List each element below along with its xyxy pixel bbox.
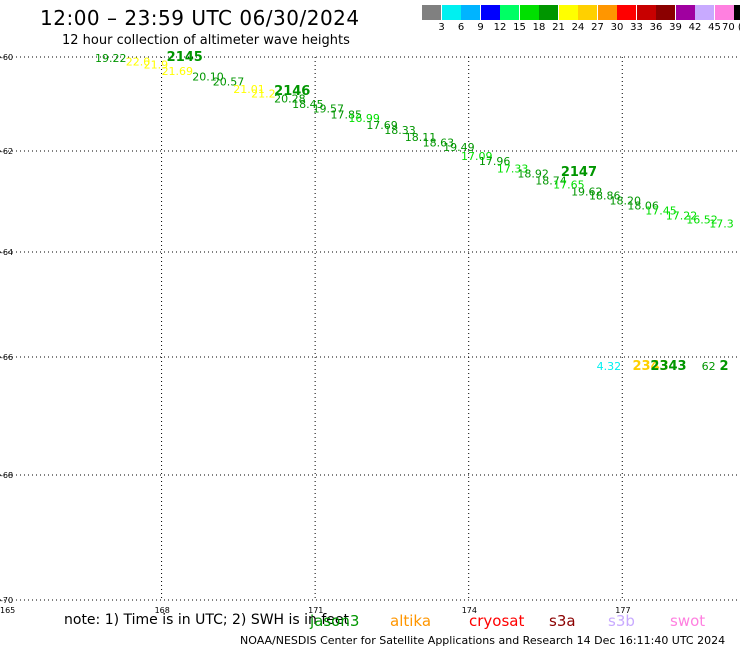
wave-height-value: 20.10 (192, 71, 224, 84)
pass-number-label: 2146 (274, 84, 310, 99)
wave-height-value: 21.69 (162, 65, 194, 78)
wave-height-value: 17.65 (553, 178, 585, 191)
color-scale-label: 33 (630, 22, 643, 33)
wave-height-value: 20.28 (274, 92, 306, 105)
wave-height-value: 17.22 (666, 210, 698, 223)
wave-height-value: 20.57 (213, 75, 245, 88)
wave-height-value: 18.06 (627, 200, 659, 213)
color-swatch (617, 5, 636, 20)
x-tick-label: 168 (155, 606, 170, 615)
y-tick-label: -66 (0, 353, 13, 362)
color-scale-label: 45 (708, 22, 721, 33)
wave-height-value: 62 (702, 360, 716, 373)
color-scale-label: 21 (552, 22, 565, 33)
color-swatch (578, 5, 597, 20)
chart-subtitle: 12 hour collection of altimeter wave hei… (62, 33, 350, 48)
color-scale-label: 18 (532, 22, 546, 33)
wave-height-value: 21.2 (251, 88, 276, 101)
wave-height-value: 19.22 (95, 52, 127, 65)
grid-lines (0, 56, 740, 601)
color-swatch (539, 5, 558, 20)
chart-title: 12:00 – 23:59 UTC 06/30/2024 (40, 6, 360, 30)
color-scale-label: 70 (ft) (722, 22, 740, 33)
axis-tick-labels: 165 168 171 174 177 -60 -62 -64 -66 -68 -70 (0, 53, 631, 615)
y-tick-label: -62 (0, 147, 13, 156)
wave-height-value: 17.85 (330, 108, 362, 121)
mission-swot: swot (670, 612, 706, 630)
color-scale-label: 15 (513, 22, 526, 33)
pass-number-label: 2 (720, 359, 729, 374)
wave-height-value: 21.9 (144, 59, 169, 72)
color-scale-label: 36 (649, 22, 663, 33)
pass-number-label: 2145 (167, 50, 203, 65)
color-scale-label: 30 (610, 22, 624, 33)
pass-number-label: 2147 (561, 165, 597, 180)
wave-height-value: 18.20 (609, 194, 641, 207)
color-swatch (441, 5, 461, 20)
wave-height-value: 17.09 (461, 150, 493, 163)
mission-s3b: s3b (608, 612, 635, 630)
color-swatch (422, 5, 441, 20)
color-swatch (714, 5, 734, 20)
wave-height-value: 19.57 (313, 103, 345, 116)
x-tick-label: 165 (0, 606, 15, 615)
color-swatch (597, 5, 617, 20)
color-scale-label: 12 (493, 22, 507, 33)
wave-height-value: 18.86 (589, 189, 621, 202)
color-swatch (636, 5, 656, 20)
color-scale-label: 24 (571, 22, 585, 33)
color-swatch (480, 5, 500, 20)
wave-height-value: 17.3 (709, 218, 734, 231)
color-swatch (500, 5, 519, 20)
credit-line: NOAA/NESDIS Center for Satellite Applica… (240, 634, 726, 647)
x-tick-label: 177 (615, 606, 630, 615)
color-swatch (695, 5, 714, 20)
color-scale-label: 39 (669, 22, 682, 33)
color-swatch (656, 5, 675, 20)
color-scale-label: 3 (438, 22, 445, 33)
color-swatch (734, 5, 740, 20)
wave-height-value: 22.0 (126, 56, 151, 69)
mission-jason3: jason3 (310, 612, 360, 630)
color-scale-label: 6 (457, 22, 465, 33)
wave-height-value: 21.01 (233, 83, 265, 96)
wave-height-value: 18.33 (384, 124, 416, 137)
pass-number-label: 2343 (633, 359, 669, 374)
wave-height-value: 18.11 (405, 131, 437, 144)
wave-height-value: 18.92 (517, 168, 549, 181)
wave-height-value: 18.63 (423, 137, 455, 150)
y-tick-label: -64 (0, 248, 13, 257)
color-scale-label: 9 (477, 22, 484, 33)
pass-number-label: 2343 (650, 359, 686, 374)
color-scale-label: 42 (688, 22, 702, 33)
wave-height-value: 18.45 (292, 98, 324, 111)
y-tick-label: -70 (0, 596, 13, 605)
mission-cryosat: cryosat (469, 612, 525, 630)
x-tick-label: 174 (462, 606, 477, 615)
color-swatch (519, 5, 539, 20)
wave-height-value: 19.62 (571, 185, 603, 198)
wave-height-points: 19.22 22.021.921.69 20.1020.5721.0121.220.… (95, 52, 734, 373)
color-swatch (675, 5, 695, 20)
wave-height-value: 17.69 (366, 119, 398, 132)
color-swatch (558, 5, 578, 20)
mission-s3a: s3a (549, 612, 576, 630)
wave-height-value: 16.52 (686, 214, 718, 227)
x-tick-label: 171 (308, 606, 323, 615)
wave-height-value: 19.49 (443, 141, 475, 154)
wave-height-value: 16.99 (348, 112, 380, 125)
color-swatch (461, 5, 480, 20)
wave-height-value: 18.74 (535, 174, 567, 187)
wave-height-value: 17.45 (645, 205, 677, 218)
y-tick-label: -60 (0, 53, 13, 62)
y-tick-label: -68 (0, 471, 13, 480)
color-scale-label: 27 (591, 22, 604, 33)
wave-height-value: 17.96 (479, 155, 511, 168)
mission-altika: altika (390, 612, 432, 630)
wave-height-value: 4.32 (597, 360, 622, 373)
footnote: note: 1) Time is in UTC; 2) SWH is in fe… (64, 612, 350, 628)
wave-height-value: 17.33 (497, 163, 529, 176)
